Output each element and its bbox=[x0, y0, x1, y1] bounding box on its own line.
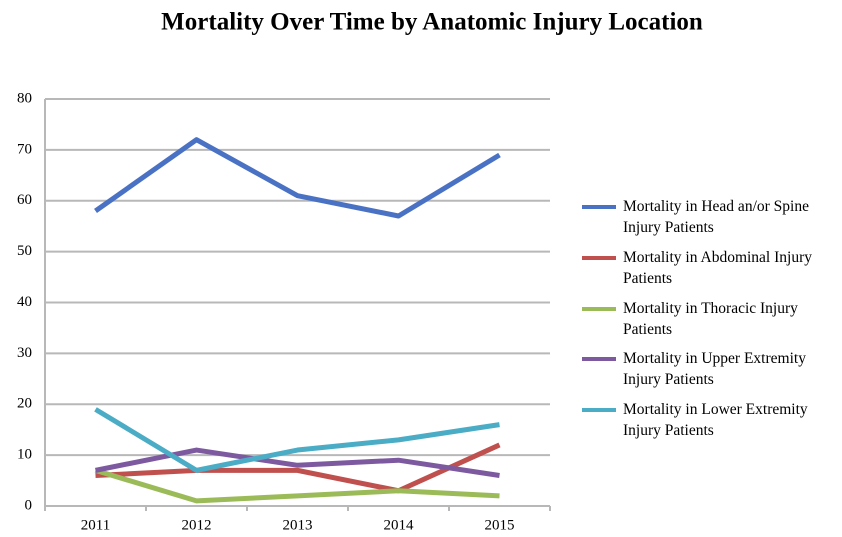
legend-item: Mortality in Lower Extremity Injury Pati… bbox=[582, 399, 832, 450]
y-tick-label: 30 bbox=[17, 345, 32, 361]
x-tick-label: 2011 bbox=[81, 517, 110, 533]
legend-item: Mortality in Thoracic Injury Patients bbox=[582, 298, 832, 349]
x-tick-label: 2015 bbox=[485, 517, 515, 533]
chart-title: Mortality Over Time by Anatomic Injury L… bbox=[161, 9, 703, 36]
x-tick-label: 2013 bbox=[283, 517, 313, 533]
series-line bbox=[94, 467, 500, 504]
y-tick-label: 10 bbox=[17, 447, 32, 463]
y-tick-label: 70 bbox=[17, 141, 32, 157]
legend-swatch bbox=[582, 357, 616, 362]
legend-swatch bbox=[582, 408, 616, 413]
y-tick-label: 50 bbox=[17, 243, 32, 259]
legend-label: Mortality in Thoracic Injury Patients bbox=[623, 299, 798, 338]
x-tick-label: 2012 bbox=[182, 517, 212, 533]
y-tick-label: 80 bbox=[17, 90, 32, 106]
legend-swatch bbox=[582, 306, 616, 311]
y-tick-label: 0 bbox=[25, 497, 33, 513]
x-tick-label: 2014 bbox=[384, 517, 415, 533]
legend-swatch bbox=[582, 255, 616, 260]
series-line bbox=[95, 442, 501, 494]
legend-label: Mortality in Upper Extremity Injury Pati… bbox=[623, 350, 806, 389]
series-line bbox=[94, 407, 500, 473]
legend-label: Mortality in Head an/or Spine Injury Pat… bbox=[623, 198, 809, 236]
legend: Mortality in Head an/or Spine Injury Pat… bbox=[582, 196, 832, 450]
legend-label: Mortality in Lower Extremity Injury Pati… bbox=[623, 401, 808, 440]
legend-item: Mortality in Upper Extremity Injury Pati… bbox=[582, 348, 832, 399]
legend-item: Mortality in Abdominal Injury Patients bbox=[582, 247, 832, 298]
legend-label: Mortality in Abdominal Injury Patients bbox=[623, 248, 812, 287]
y-tick-label: 20 bbox=[17, 396, 32, 412]
legend-swatch bbox=[582, 205, 616, 209]
y-tick-label: 40 bbox=[17, 294, 32, 310]
legend-item: Mortality in Head an/or Spine Injury Pat… bbox=[582, 196, 832, 247]
series-line bbox=[95, 447, 500, 478]
series-line bbox=[94, 137, 501, 219]
y-tick-label: 60 bbox=[17, 192, 32, 208]
